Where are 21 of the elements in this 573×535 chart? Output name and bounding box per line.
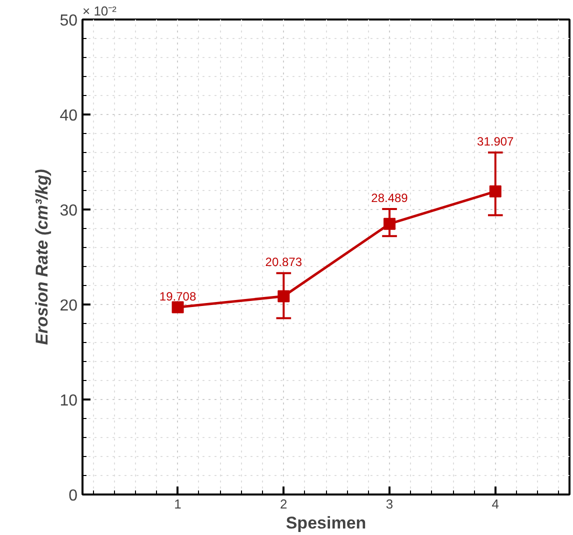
y-tick-label: 40 (60, 108, 78, 124)
y-tick-label: 30 (60, 202, 78, 220)
data-label: 31.907 (477, 134, 514, 148)
y-tick-label: 10 (60, 392, 78, 410)
x-tick-label: 3 (386, 496, 394, 512)
point (384, 218, 396, 230)
data-label: 20.873 (265, 255, 302, 270)
text: × 10⁻² (82, 4, 118, 18)
point (278, 290, 290, 302)
point (172, 301, 184, 314)
x-axis-title: Spesimen (286, 514, 366, 532)
y-tick-label: 50 (60, 12, 78, 30)
data-label: 19.708 (159, 289, 196, 304)
x-tick-label: 1 (174, 496, 182, 512)
x-tick-label: 2 (280, 496, 288, 512)
y-axis-title: Erosion Rate (cm³/kg) (32, 168, 52, 345)
data-label: 28.489 (371, 191, 408, 206)
y-tick-label: 20 (60, 298, 78, 314)
point (489, 185, 502, 198)
y-tick-label: 0 (68, 488, 78, 504)
x-tick-label: 4 (492, 496, 500, 512)
